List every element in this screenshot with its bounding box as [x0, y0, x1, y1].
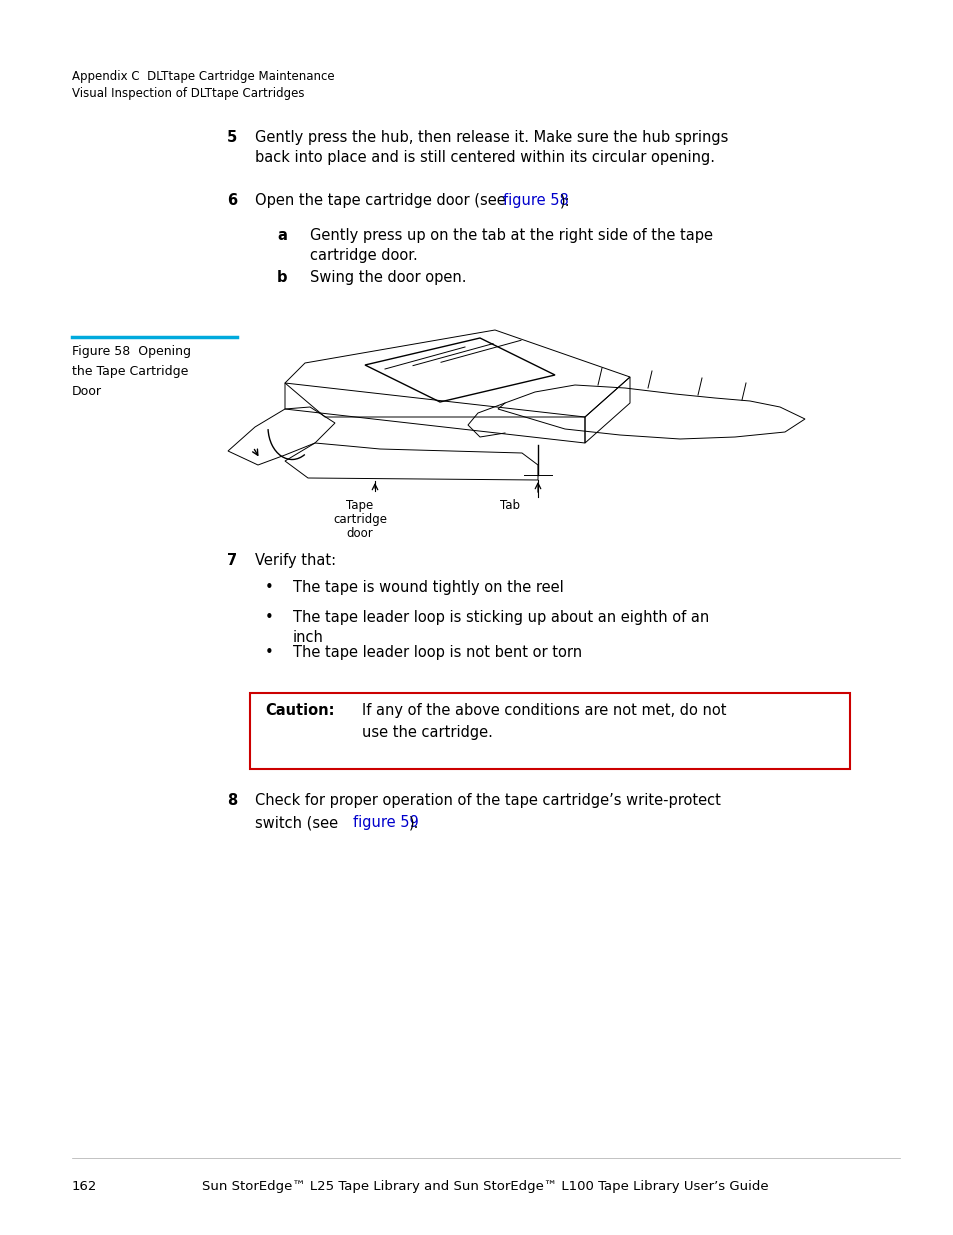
Text: figure 59: figure 59	[353, 815, 418, 830]
Text: Door: Door	[71, 385, 102, 398]
Text: ).: ).	[409, 815, 419, 830]
Text: Sun StorEdge™ L25 Tape Library and Sun StorEdge™ L100 Tape Library User’s Guide: Sun StorEdge™ L25 Tape Library and Sun S…	[202, 1179, 768, 1193]
Text: The tape leader loop is not bent or torn: The tape leader loop is not bent or torn	[293, 645, 581, 659]
Text: Tab: Tab	[499, 499, 519, 513]
Text: Gently press the hub, then release it. Make sure the hub springs
back into place: Gently press the hub, then release it. M…	[254, 130, 727, 164]
Text: figure 58: figure 58	[502, 193, 568, 207]
Text: ):: ):	[559, 193, 570, 207]
Text: Visual Inspection of DLTtape Cartridges: Visual Inspection of DLTtape Cartridges	[71, 86, 304, 100]
Text: Verify that:: Verify that:	[254, 553, 335, 568]
Text: Check for proper operation of the tape cartridge’s write-protect: Check for proper operation of the tape c…	[254, 793, 720, 808]
Text: If any of the above conditions are not met, do not: If any of the above conditions are not m…	[361, 703, 726, 718]
Text: Figure 58  Opening: Figure 58 Opening	[71, 345, 191, 358]
Text: Caution:: Caution:	[265, 703, 335, 718]
Text: Swing the door open.: Swing the door open.	[310, 270, 466, 285]
Text: Appendix C  DLTtape Cartridge Maintenance: Appendix C DLTtape Cartridge Maintenance	[71, 70, 335, 83]
Text: door: door	[346, 527, 373, 540]
Text: the Tape Cartridge: the Tape Cartridge	[71, 366, 188, 378]
Text: Open the tape cartridge door (see: Open the tape cartridge door (see	[254, 193, 510, 207]
Text: Tape: Tape	[346, 499, 374, 513]
Text: Gently press up on the tab at the right side of the tape
cartridge door.: Gently press up on the tab at the right …	[310, 228, 712, 263]
Text: 6: 6	[227, 193, 237, 207]
Text: cartridge: cartridge	[333, 513, 387, 526]
Text: •: •	[265, 580, 274, 595]
Text: use the cartridge.: use the cartridge.	[361, 725, 493, 740]
FancyBboxPatch shape	[250, 693, 849, 769]
Text: •: •	[265, 645, 274, 659]
Text: The tape leader loop is sticking up about an eighth of an
inch: The tape leader loop is sticking up abou…	[293, 610, 708, 645]
Text: •: •	[265, 610, 274, 625]
Text: b: b	[276, 270, 287, 285]
Text: 7: 7	[227, 553, 237, 568]
Text: 5: 5	[227, 130, 237, 144]
Text: The tape is wound tightly on the reel: The tape is wound tightly on the reel	[293, 580, 563, 595]
Text: 162: 162	[71, 1179, 97, 1193]
Text: a: a	[276, 228, 287, 243]
Text: 8: 8	[227, 793, 237, 808]
Text: switch (see: switch (see	[254, 815, 342, 830]
